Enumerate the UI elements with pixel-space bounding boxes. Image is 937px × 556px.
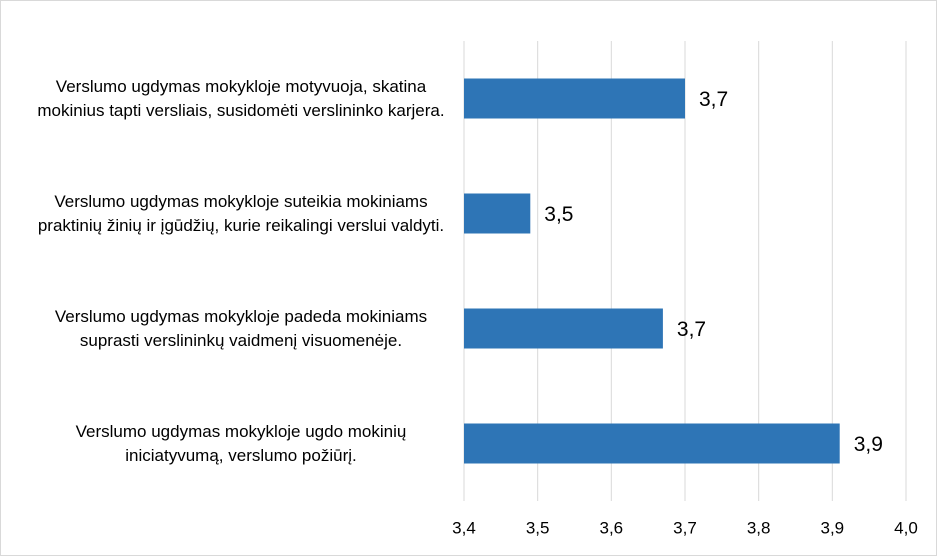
value-label: 3,9 xyxy=(854,433,883,456)
value-label: 3,5 xyxy=(544,203,573,226)
y-tick-label: Verslumo ugdymas mokykloje motyvuoja, sk… xyxy=(37,76,445,120)
x-tick-label: 4,0 xyxy=(894,518,918,537)
bar xyxy=(464,423,840,464)
y-tick-label: Verslumo ugdymas mokykloje padeda mokini… xyxy=(54,306,428,350)
bar xyxy=(464,193,531,234)
x-tick-label: 3,4 xyxy=(452,518,476,537)
y-tick-label: Verslumo ugdymas mokykloje ugdo mokinių … xyxy=(75,421,407,465)
bar xyxy=(464,308,663,349)
x-tick-label: 3,7 xyxy=(673,518,697,537)
x-tick-label: 3,5 xyxy=(526,518,550,537)
y-tick-label: Verslumo ugdymas mokykloje suteikia moki… xyxy=(37,191,445,235)
x-tick-label: 3,9 xyxy=(821,518,845,537)
bar xyxy=(464,78,685,119)
x-tick-label: 3,6 xyxy=(600,518,624,537)
value-label: 3,7 xyxy=(699,88,728,111)
value-label: 3,7 xyxy=(677,318,706,341)
x-tick-label: 3,8 xyxy=(747,518,771,537)
